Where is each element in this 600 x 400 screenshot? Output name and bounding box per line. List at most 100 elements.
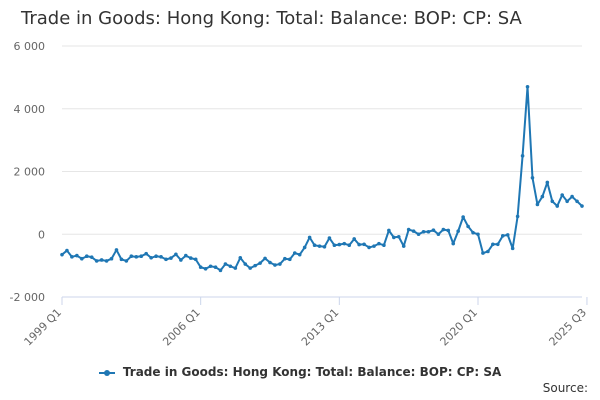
data-point xyxy=(223,262,228,266)
data-point xyxy=(471,230,475,235)
data-point xyxy=(466,224,470,229)
data-point xyxy=(401,244,406,248)
data-point xyxy=(530,175,535,180)
data-point xyxy=(258,261,262,265)
data-point xyxy=(481,251,485,255)
data-point xyxy=(188,256,193,260)
data-point xyxy=(491,242,495,247)
y-tick-label: 4 000 xyxy=(14,103,46,116)
y-axis: -2 000 0 2 000 4 000 6 000 xyxy=(10,40,45,304)
data-point xyxy=(312,243,317,248)
data-point xyxy=(392,235,396,240)
data-point xyxy=(292,251,297,255)
data-point xyxy=(164,257,168,262)
data-point xyxy=(347,243,352,248)
data-point xyxy=(377,241,381,246)
data-point xyxy=(60,252,64,257)
grid-lines xyxy=(62,45,582,298)
legend-label: Trade in Goods: Hong Kong: Total: Balanc… xyxy=(122,365,502,379)
x-tick-label: 1999 Q1 xyxy=(22,306,65,349)
x-tick-label: 2006 Q1 xyxy=(160,306,203,349)
data-point xyxy=(426,229,431,234)
data-point xyxy=(218,268,223,273)
data-point xyxy=(154,254,158,259)
data-point xyxy=(174,252,178,257)
data-point xyxy=(421,229,426,234)
legend[interactable]: Trade in Goods: Hong Kong: Total: Balanc… xyxy=(0,365,600,379)
data-point xyxy=(263,256,267,261)
data-point xyxy=(362,242,366,247)
data-point xyxy=(253,263,257,268)
data-point xyxy=(496,242,500,247)
data-point xyxy=(525,84,530,89)
data-point xyxy=(570,194,574,199)
data-point xyxy=(476,232,480,237)
data-point xyxy=(560,193,564,197)
series-line xyxy=(60,84,584,273)
data-point xyxy=(545,180,550,185)
data-point xyxy=(278,262,282,266)
data-point xyxy=(540,194,545,199)
data-point xyxy=(243,262,248,266)
data-point xyxy=(203,266,208,271)
data-point xyxy=(396,234,401,239)
data-point xyxy=(327,236,332,240)
data-point xyxy=(134,255,139,259)
data-point xyxy=(555,204,560,208)
data-point xyxy=(169,256,173,260)
data-point xyxy=(283,256,287,261)
data-point xyxy=(416,232,421,237)
data-point xyxy=(208,264,213,269)
data-point xyxy=(500,234,505,238)
data-point xyxy=(406,227,411,232)
source-label: Source: xyxy=(542,381,588,395)
data-point xyxy=(70,255,74,259)
data-point xyxy=(144,251,148,256)
data-point xyxy=(248,266,252,270)
data-point xyxy=(65,248,69,253)
data-point xyxy=(307,235,312,240)
data-point xyxy=(213,265,218,269)
data-point xyxy=(89,255,94,259)
data-point xyxy=(565,199,569,204)
data-point xyxy=(273,263,277,267)
x-tick-label: 2013 Q1 xyxy=(299,306,342,349)
legend-dot-icon xyxy=(103,369,110,376)
data-point xyxy=(411,229,416,233)
data-point xyxy=(550,199,555,204)
data-point xyxy=(461,215,465,219)
legend-line-icon xyxy=(98,369,115,376)
data-point xyxy=(104,259,109,263)
data-point xyxy=(109,256,114,261)
data-point xyxy=(184,253,188,258)
data-point xyxy=(238,255,243,260)
data-point xyxy=(268,260,272,265)
data-point xyxy=(337,242,342,247)
data-point xyxy=(436,232,441,237)
y-tick-label: 2 000 xyxy=(14,166,46,179)
data-point xyxy=(233,266,238,270)
data-point xyxy=(515,214,520,219)
data-point xyxy=(441,227,446,232)
data-point xyxy=(119,257,124,262)
data-point xyxy=(302,245,307,250)
data-point xyxy=(357,242,361,247)
data-point xyxy=(456,229,460,233)
data-point xyxy=(486,249,490,254)
data-point xyxy=(179,258,183,262)
data-point xyxy=(367,245,371,250)
data-point xyxy=(520,154,525,158)
data-point xyxy=(99,258,104,262)
data-point xyxy=(149,255,153,260)
data-point xyxy=(159,255,163,259)
data-point xyxy=(505,233,510,237)
data-point xyxy=(451,241,456,246)
data-point xyxy=(198,265,203,269)
data-point xyxy=(139,254,144,259)
data-point xyxy=(575,199,579,204)
data-point xyxy=(228,264,233,269)
data-point xyxy=(342,241,347,246)
y-tick-label: 0 xyxy=(38,228,45,241)
data-point xyxy=(535,202,540,207)
